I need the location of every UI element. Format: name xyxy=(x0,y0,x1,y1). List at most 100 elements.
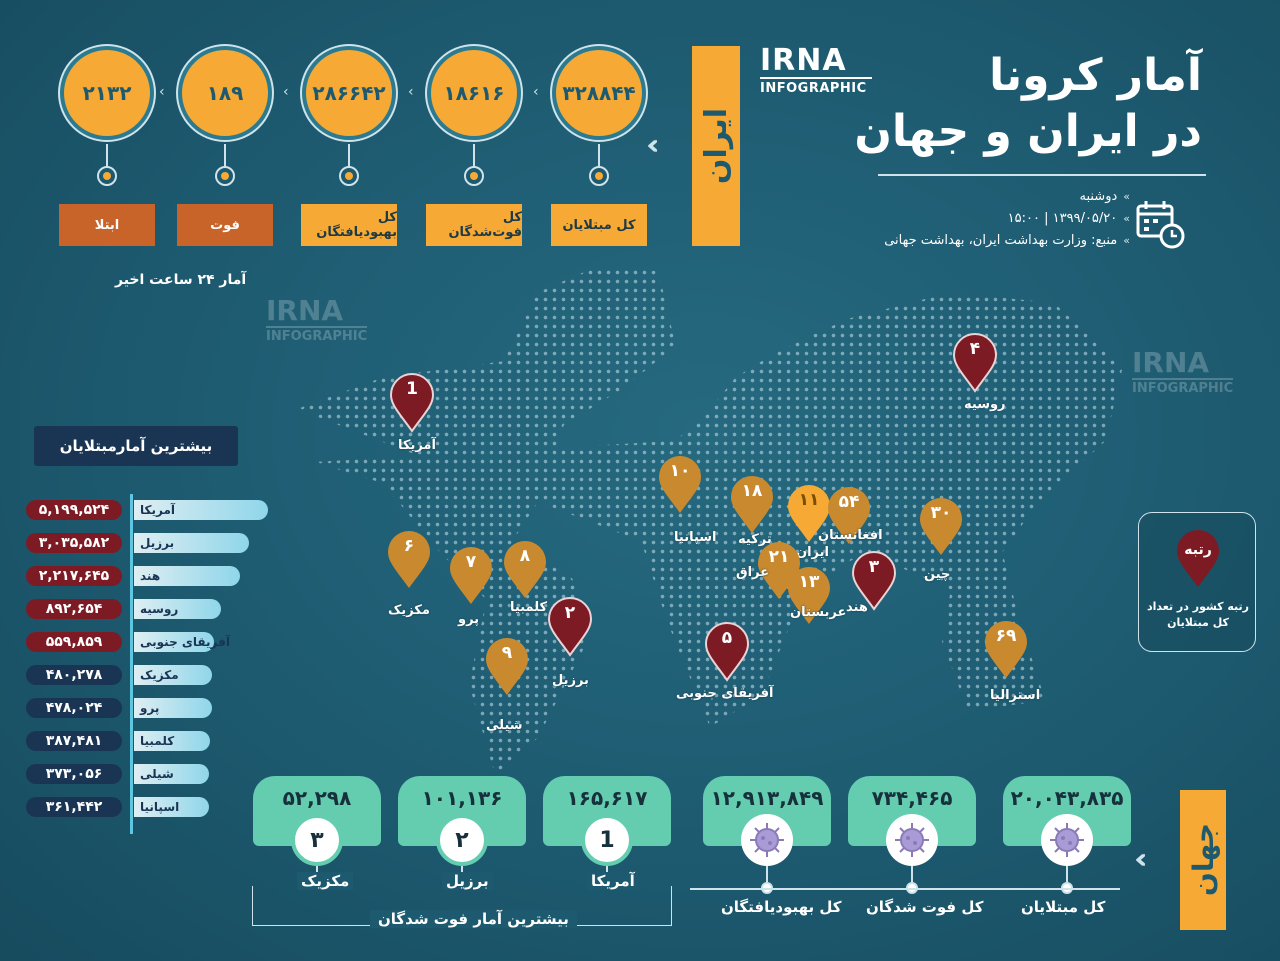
stat-label: کل مبتلایان xyxy=(551,204,647,246)
stat-stem xyxy=(473,144,475,168)
map-pin: ۳۰ xyxy=(918,497,964,557)
map-pin: ۴ xyxy=(952,333,998,393)
stat-dot xyxy=(339,166,359,186)
date-block: » دوشنبه » ۱۳۹۹/۰۵/۲۰ | ۱۵:۰۰ » منبع: وزارت… xyxy=(884,186,1130,252)
map-pin: ۱۸ xyxy=(729,475,775,535)
stat-circle: ۳۲۸۸۴۴ xyxy=(552,46,646,140)
chevron-icon: ‹ xyxy=(533,84,539,100)
title-line-1: آمار کرونا xyxy=(989,50,1202,101)
stat-dot xyxy=(97,166,117,186)
bar-fill xyxy=(134,764,209,784)
stat-stem xyxy=(598,144,600,168)
calendar-clock-icon xyxy=(1136,201,1185,249)
top-death-box: ۵۲,۲۹۸ xyxy=(253,776,381,846)
pin-rank: 1 xyxy=(406,379,418,399)
rank-circle: ۲ xyxy=(436,814,488,866)
map-pin: ۵ xyxy=(704,622,750,682)
chevron-icon: ‹ xyxy=(283,84,289,100)
stat-circle: ۲۸۶۶۴۲ xyxy=(302,46,396,140)
pin-rank: ۱۳ xyxy=(798,572,820,592)
bar-value: ۴۷۸,۰۲۴ xyxy=(26,698,122,718)
note-24h: آمار ۲۴ ساعت اخیر xyxy=(115,272,247,288)
pin-label: کلمبیا xyxy=(510,600,548,615)
pin-rank: ۹ xyxy=(501,643,513,663)
top-death-country: برزیل xyxy=(442,872,493,890)
page-title: آمار کرونا در ایران و جهان xyxy=(854,48,1202,160)
bar-value: ۳۷۳,۰۵۶ xyxy=(26,764,122,784)
stat-label: کل بهبودیافتگان xyxy=(301,204,397,246)
pin-label: ترکیه xyxy=(738,532,772,547)
chevron-icon: ‹ xyxy=(159,84,165,100)
pin-rank: ۶۹ xyxy=(995,626,1017,646)
irna-watermark: IRNA INFOGRAPHIC xyxy=(266,294,368,344)
top-death-country: مکزیک xyxy=(297,872,354,890)
pin-rank: ۲ xyxy=(564,603,576,623)
rank-circle: 1 xyxy=(581,814,633,866)
virus-icon xyxy=(1041,814,1093,866)
pin-label: برزیل xyxy=(552,673,589,688)
bars-axis xyxy=(130,494,133,834)
stat-dot xyxy=(464,166,484,186)
pin-rank: ۲۱ xyxy=(768,547,790,567)
map-pin: ۵۴ xyxy=(826,486,872,546)
map-pin: ۶۹ xyxy=(983,620,1029,680)
pin-rank: ۱۰ xyxy=(669,461,691,481)
bar-country: شیلی xyxy=(140,767,174,781)
pin-rank: ۵۴ xyxy=(838,492,860,512)
bar-fill xyxy=(134,698,212,718)
map-pin: ۸ xyxy=(502,540,548,600)
stat-circle: ۱۸۹ xyxy=(178,46,272,140)
bar-country: کلمبیا xyxy=(140,734,175,748)
bar-value: ۲,۲۱۷,۶۴۵ xyxy=(26,566,122,586)
bar-value: ۳,۰۳۵,۵۸۲ xyxy=(26,533,122,553)
pin-label: روسیه xyxy=(964,397,1006,412)
pin-rank: ۳ xyxy=(868,557,880,577)
bar-country: اسپانیا xyxy=(140,800,180,814)
irna-watermark: IRNA INFOGRAPHIC xyxy=(1132,346,1234,396)
pin-label: آفریقای جنوبی xyxy=(676,686,774,701)
pin-label: هند xyxy=(846,600,868,615)
bar-country: آفریقای جنوبی xyxy=(140,635,230,649)
top-deaths-title: بیشترین آمار فوت شدگان xyxy=(370,910,577,928)
stat-stem xyxy=(106,144,108,168)
bar-country: هند xyxy=(140,569,161,583)
bar-fill xyxy=(134,797,209,817)
bar-country: مکزیک xyxy=(140,668,179,682)
bar-country: آمریکا xyxy=(140,503,175,517)
pin-rank: ۳۰ xyxy=(930,503,952,523)
stat-stem xyxy=(224,144,226,168)
bar-country: برزیل xyxy=(140,536,175,550)
rank-circle: ۳ xyxy=(291,814,343,866)
legend-caption: رتبه کشور در تعداد کل مبتلایان xyxy=(1146,600,1250,629)
virus-icon xyxy=(741,814,793,866)
bar-fill xyxy=(134,731,210,751)
pin-rank: ۴ xyxy=(969,339,981,359)
pin-rank: ۱۸ xyxy=(741,481,763,501)
title-line-2: در ایران و جهان xyxy=(854,106,1202,157)
pin-label: مکزیک xyxy=(388,603,430,618)
pin-label: آمریکا xyxy=(398,438,436,453)
virus-icon xyxy=(886,814,938,866)
chevron-icon: ‹ xyxy=(408,84,414,100)
map-pin: ۳ xyxy=(851,551,897,611)
stat-dot xyxy=(589,166,609,186)
bar-value: ۴۸۰,۲۷۸ xyxy=(26,665,122,685)
pin-rank: ۶ xyxy=(403,536,415,556)
pin-label: شیلی xyxy=(486,718,523,733)
pin-label: ایران xyxy=(796,545,829,560)
iran-tab: ایران xyxy=(692,46,740,246)
bar-country: روسیه xyxy=(140,602,179,616)
bar-value: ۸۹۲,۶۵۴ xyxy=(26,599,122,619)
map-pin: ۹ xyxy=(484,637,530,697)
bar-country: پرو xyxy=(140,701,160,715)
world-tab: جهان xyxy=(1180,790,1226,930)
top-infected-title: بیشترین آمارمبتلایان xyxy=(34,426,238,466)
stat-circle: ۲۱۳۲ xyxy=(60,46,154,140)
bar-value: ۳۶۱,۴۴۲ xyxy=(26,797,122,817)
pin-label: استرالیا xyxy=(990,688,1041,703)
map-pin: ۶ xyxy=(386,530,432,590)
bar-fill xyxy=(134,599,221,619)
map-pin: 1 xyxy=(389,373,435,433)
world-total-label: کل بهبودیافتگان xyxy=(721,898,842,916)
map-pin: ۱۱ xyxy=(786,484,832,544)
